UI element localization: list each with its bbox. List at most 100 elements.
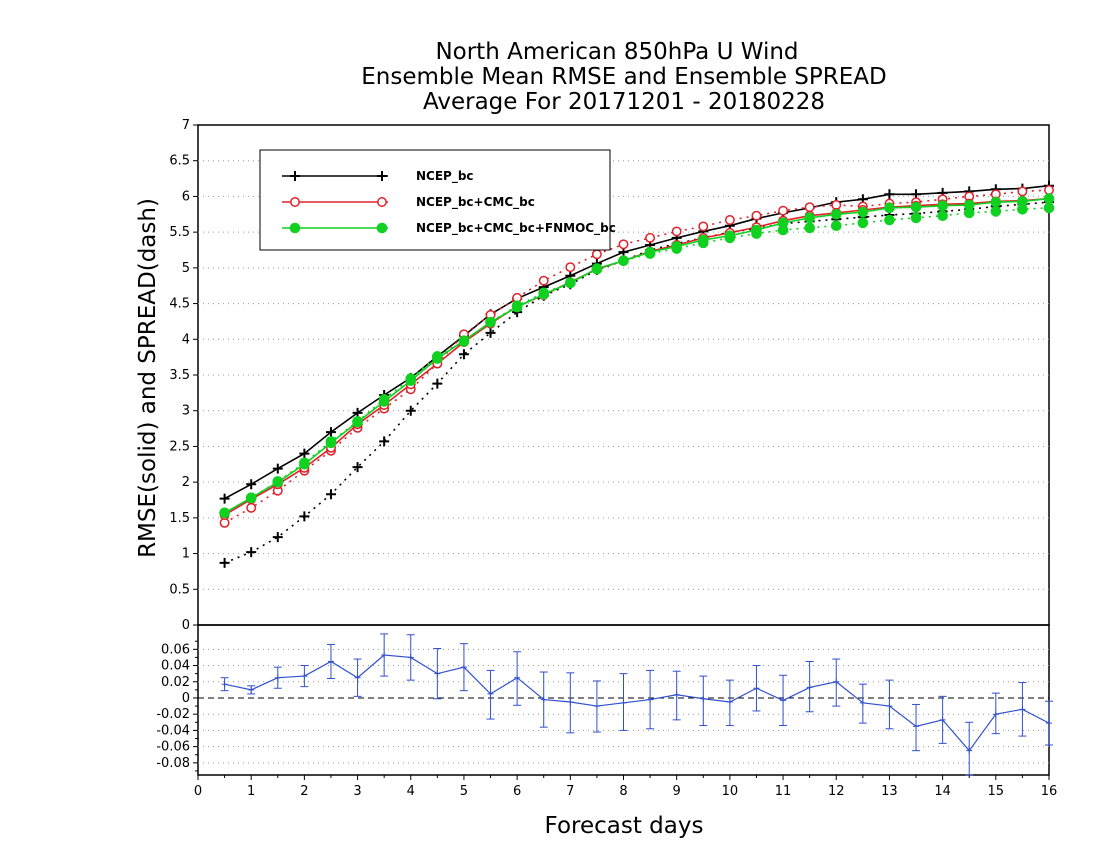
diff-mean-point xyxy=(700,695,707,702)
title-line-3: Average For 20171201 - 20180228 xyxy=(423,89,825,115)
rmse-point xyxy=(299,458,310,470)
rmse-point xyxy=(963,199,975,211)
legend-marker xyxy=(290,197,300,207)
rmse-point xyxy=(724,230,736,242)
main-y-tick-label: 0.5 xyxy=(169,582,190,597)
spread-point xyxy=(246,502,257,513)
diff-mean-point xyxy=(886,703,893,710)
spread-point xyxy=(538,275,549,286)
spread-point xyxy=(1043,202,1055,214)
rmse-point xyxy=(432,353,443,364)
rmse-point xyxy=(565,277,576,289)
rmse-point xyxy=(857,206,869,218)
diff-mean-point xyxy=(354,674,361,681)
spread-point xyxy=(272,532,283,543)
x-tick-label: 7 xyxy=(566,784,574,799)
spread-point xyxy=(405,405,416,416)
x-axis-title: Forecast days xyxy=(545,813,704,839)
diff-series-layer xyxy=(220,633,1053,776)
x-tick-label: 4 xyxy=(407,784,415,799)
diff-y-tick-label: -0.08 xyxy=(156,756,190,771)
rmse-point xyxy=(937,200,948,212)
y-axis-title: RMSE(solid) and SPREAD(dash) xyxy=(135,198,161,558)
main-y-tick-label: 2.5 xyxy=(169,439,190,454)
x-tick-label: 6 xyxy=(513,784,521,799)
rmse-point xyxy=(458,335,470,347)
diff-mean-point xyxy=(966,747,973,754)
x-tick-label: 14 xyxy=(934,784,951,799)
spread-point xyxy=(671,226,682,237)
rmse-point xyxy=(644,246,656,258)
diff-y-tick-label: -0.04 xyxy=(156,723,190,738)
spread-point xyxy=(299,511,310,522)
x-tick-label: 5 xyxy=(460,784,468,799)
title-block: North American 850hPa U Wind Ensemble Me… xyxy=(361,39,886,115)
main-y-tick-label: 4 xyxy=(182,332,190,347)
spread-point xyxy=(565,262,576,273)
spread-point xyxy=(830,220,842,232)
rmse-point xyxy=(219,493,230,504)
spread-point xyxy=(219,557,230,568)
diff-mean-point xyxy=(434,670,441,677)
diff-mean-point xyxy=(514,674,521,681)
main-y-tick-label: 1.5 xyxy=(169,511,190,526)
x-tick-label: 13 xyxy=(881,784,898,799)
rmse-point xyxy=(804,212,815,224)
x-tick-label: 8 xyxy=(619,784,627,799)
rmse-point xyxy=(299,448,310,459)
rmse-point xyxy=(1043,193,1055,204)
title-line-1: North American 850hPa U Wind xyxy=(435,39,798,65)
main-y-tick-label: 3.5 xyxy=(169,368,190,383)
rmse-point xyxy=(910,201,922,213)
main-y-tick-label: 1 xyxy=(182,547,190,562)
diff-mean-point xyxy=(753,685,760,692)
spread-point xyxy=(804,222,815,234)
diff-y-tick-label: 0.02 xyxy=(161,675,190,690)
diff-mean-point xyxy=(221,681,228,688)
spread-point xyxy=(1044,185,1054,195)
x-tick-label: 2 xyxy=(300,784,308,799)
legend: NCEP_bc NCEP_bc+CMC_bc NCEP_bc+CMC_bc+FNMO… xyxy=(259,149,616,251)
rmse-point xyxy=(405,375,417,387)
diff-mean-point xyxy=(913,723,920,730)
legend-marker xyxy=(377,171,387,181)
spread-point xyxy=(485,327,496,338)
rmse-point xyxy=(325,427,336,438)
diff-mean-point xyxy=(274,674,281,681)
diff-mean-point xyxy=(726,699,733,706)
x-tick-label: 16 xyxy=(1041,784,1058,799)
x-tick-label: 0 xyxy=(194,784,202,799)
diff-mean-point xyxy=(647,696,654,703)
rmse-point xyxy=(618,255,629,267)
rmse-point xyxy=(246,479,257,490)
legend-label: NCEP_bc+CMC_bc+FNMOC_bc xyxy=(416,221,616,236)
spread-point xyxy=(1017,186,1028,197)
spread-line xyxy=(224,207,1050,514)
diff-mean-point xyxy=(327,658,334,665)
spread-point xyxy=(884,214,895,226)
legend-marker xyxy=(376,222,388,234)
title-line-2: Ensemble Mean RMSE and Ensemble SPREAD xyxy=(361,64,886,90)
diff-mean-point xyxy=(1019,706,1026,713)
diff-mean-point xyxy=(806,684,813,691)
rmse-point xyxy=(485,316,496,328)
diff-mean-point xyxy=(859,699,866,706)
spread-point xyxy=(645,232,656,243)
x-tick-label: 15 xyxy=(988,784,1005,799)
diff-mean-point xyxy=(939,716,946,723)
main-y-tick-label: 3 xyxy=(182,404,190,419)
diff-y-tick-label: -0.06 xyxy=(156,740,190,755)
main-y-tick-label: 2 xyxy=(182,475,190,490)
spread-point xyxy=(432,378,443,389)
rmse-point xyxy=(245,492,257,504)
main-y-tick-label: 0 xyxy=(182,618,190,633)
legend-marker xyxy=(377,197,387,207)
diff-mean-point xyxy=(487,690,494,697)
x-tick-label: 3 xyxy=(353,784,361,799)
diff-mean-point xyxy=(248,686,255,693)
rmse-point xyxy=(777,217,789,229)
rmse-point xyxy=(697,234,709,246)
diff-mean-point xyxy=(593,703,600,710)
diff-mean-point xyxy=(460,664,467,671)
